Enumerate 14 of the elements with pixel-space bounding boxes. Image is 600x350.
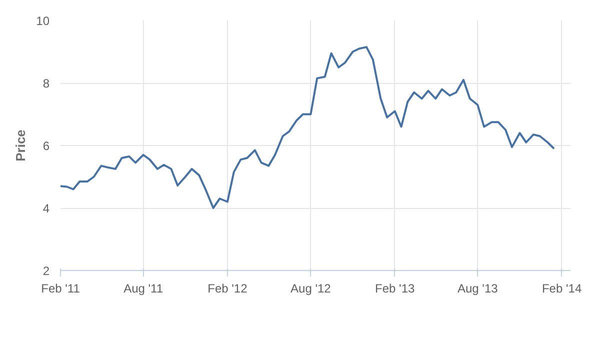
y-tick-label: 2 xyxy=(42,264,50,278)
x-tick-label: Feb '14 xyxy=(542,282,582,296)
x-tick-label: Feb '11 xyxy=(41,282,80,296)
y-tick-label: 8 xyxy=(42,76,50,90)
x-tick-label: Feb '12 xyxy=(208,282,248,296)
line-series xyxy=(60,46,556,209)
y-tick-label: 6 xyxy=(42,139,50,153)
x-tick-label: Feb '13 xyxy=(375,282,416,296)
x-tick-label: Aug '13 xyxy=(457,282,498,296)
x-tick-label: Aug '11 xyxy=(124,282,164,296)
x-tick-label: Aug '12 xyxy=(290,282,332,296)
y-tick-label: 4 xyxy=(42,202,50,216)
y-axis-title: Price xyxy=(13,130,28,162)
y-tick-label: 10 xyxy=(36,14,50,28)
